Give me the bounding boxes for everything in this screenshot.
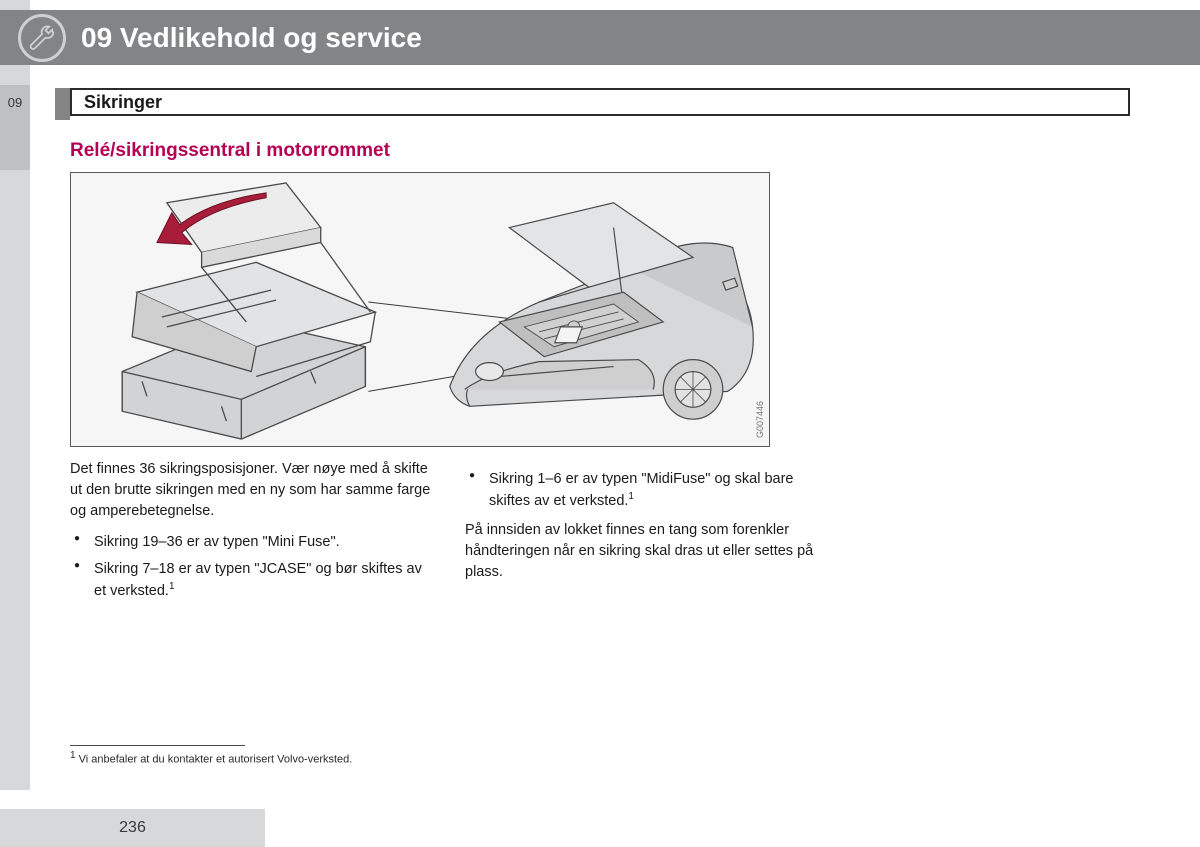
section-title-bar: Sikringer [70,88,1130,116]
intro-paragraph: Det finnes 36 sikringsposisjoner. Vær nø… [70,459,435,522]
chapter-side-number: 09 [8,95,22,110]
body-columns: Det finnes 36 sikringsposisjoner. Vær nø… [70,459,830,608]
page-number-value: 236 [119,819,146,837]
footnote-text: Vi anbefaler at du kontakter et autorise… [79,754,353,766]
column-left: Det finnes 36 sikringsposisjoner. Vær nø… [70,459,435,608]
page-content: Relé/sikringssentral i motorrommet [70,140,1130,608]
subheading: Relé/sikringssentral i motorrommet [70,140,1130,162]
list-item: Sikring 7–18 er av typen "JCASE" og bør … [70,559,435,602]
bullet-text: Sikring 1–6 er av typen "MidiFuse" og sk… [489,471,793,509]
section-title: Sikringer [84,92,162,113]
wrench-icon [18,14,66,62]
bullet-text: Sikring 19–36 er av typen "Mini Fuse". [94,534,340,550]
figure-illustration: G007446 [70,172,770,447]
figure-code: G007446 [755,401,765,438]
chapter-title: 09 Vedlikehold og service [81,22,422,54]
footnote-ref: 1 [628,491,634,502]
list-item: Sikring 1–6 er av typen "MidiFuse" og sk… [465,469,830,512]
footnote: 1 Vi anbefaler at du kontakter et autori… [70,750,352,766]
footnote-rule [70,745,245,746]
bullet-list-left: Sikring 19–36 er av typen "Mini Fuse". S… [70,532,435,602]
bullet-text: Sikring 7–18 er av typen "JCASE" og bør … [94,561,422,599]
section-accent-block [55,88,70,120]
bullet-list-right: Sikring 1–6 er av typen "MidiFuse" og sk… [465,469,830,512]
footnote-marker: 1 [70,750,76,761]
list-item: Sikring 19–36 er av typen "Mini Fuse". [70,532,435,553]
footnote-ref: 1 [169,581,175,592]
column-right: Sikring 1–6 er av typen "MidiFuse" og sk… [465,459,830,608]
chapter-side-tab: 09 [0,85,30,170]
after-paragraph: På innsiden av lokket finnes en tang som… [465,520,830,583]
chapter-header-bar: 09 Vedlikehold og service [0,10,1200,65]
page-number: 236 [0,809,265,847]
